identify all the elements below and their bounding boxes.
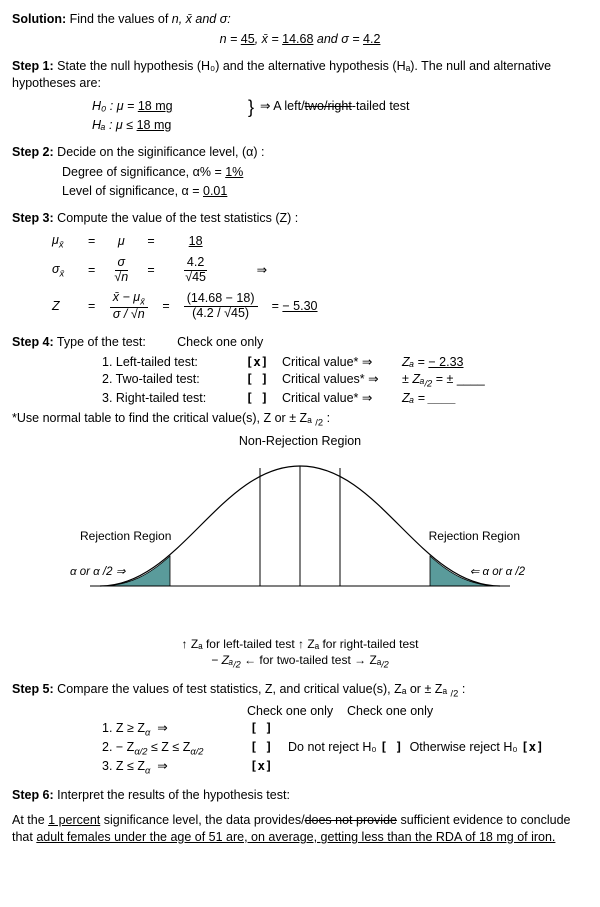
nonrej-label: Non-Rejection Region <box>80 433 520 450</box>
h0-row: H₀ : μ = 18 mg } ⇒ A left/two/right-tail… <box>92 95 588 119</box>
step3: Step 3: Compute the value of the test st… <box>12 210 588 227</box>
caption2: − Zₐ/2 ← for two-tailed test → Zₐ/2 <box>12 652 588 671</box>
test-type-2: 2. Two-tailed test: [ ] Critical values*… <box>102 371 588 390</box>
star-note: *Use normal table to find the critical v… <box>12 410 588 429</box>
lvl-sig: Level of significance, α = 0.01 <box>62 183 588 200</box>
comp1: 1. Z ≥ Zα ⇒ [ ] <box>102 720 588 739</box>
ha-row: Hₐ : μ ≤ 18 mg <box>92 117 588 134</box>
comp3: 3. Z ≤ Zα ⇒ [x] <box>102 758 588 777</box>
mu-row: μx̄ = μ = 18 <box>52 230 588 252</box>
step5: Step 5: Compare the values of test stati… <box>12 681 588 700</box>
rej-left: Rejection Region <box>80 528 171 544</box>
final: At the 1 percent significance level, the… <box>12 812 588 846</box>
rej-right: Rejection Region <box>429 528 520 544</box>
step1: Step 1: State the null hypothesis (H₀) a… <box>12 58 588 92</box>
solution-line: Solution: Find the values of n, x̄ and σ… <box>12 11 588 28</box>
step6: Step 6: Interpret the results of the hyp… <box>12 787 588 804</box>
check-headers: Check one only Check one only <box>102 703 588 720</box>
alpha-right: ⇐ α or α /2 <box>470 565 525 581</box>
deg-sig: Degree of significance, α% = 1% <box>62 164 588 181</box>
test-type-3: 3. Right-tailed test: [ ] Critical value… <box>102 390 588 407</box>
alpha-left: α or α /2 ⇒ <box>70 565 125 581</box>
z-row: Z = x̄ − μx̄σ / √n = (14.68 − 18)(4.2 / … <box>52 288 588 324</box>
step2: Step 2: Decide on the siginificance leve… <box>12 144 588 161</box>
step4: Step 4: Type of the test: Check one only <box>12 334 588 351</box>
test-type-1: 1. Left-tailed test: [x] Critical value*… <box>102 354 588 371</box>
solution-label: Solution: <box>12 12 66 26</box>
sigma-row: σx̄ = σ√n = 4.2√45 ⇒ <box>52 252 588 288</box>
comp2: 2. − Zα/2 ≤ Z ≤ Zα/2 [ ] Do not reject H… <box>102 739 588 758</box>
caption1: ↑ Zₐ for left-tailed test ↑ Zₐ for right… <box>12 636 588 652</box>
values-line: n = 45, x̄ = 14.68 and σ = 4.2 <box>12 31 588 48</box>
